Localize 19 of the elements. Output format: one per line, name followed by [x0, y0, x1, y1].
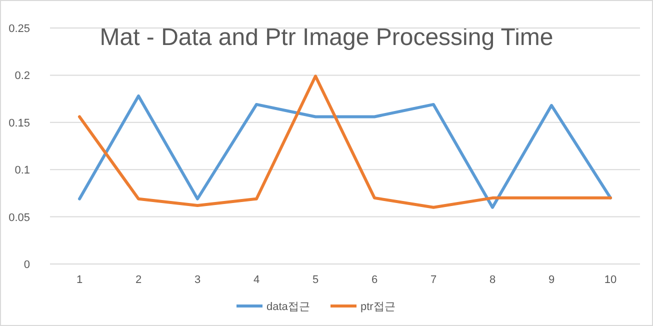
x-tick-label: 2 [135, 274, 142, 286]
x-tick-label: 10 [604, 274, 617, 286]
y-tick-label: 0.15 [8, 117, 30, 130]
x-tick-label: 1 [76, 274, 83, 286]
y-tick-label: 0.2 [14, 70, 30, 82]
x-tick-label: 6 [371, 274, 378, 286]
x-tick-label: 5 [312, 274, 319, 286]
x-tick-label: 8 [489, 274, 496, 286]
x-tick-label: 4 [253, 274, 260, 286]
legend-label: data접근 [266, 301, 310, 313]
chart-title: Mat - Data and Ptr Image Processing Time [100, 24, 554, 51]
y-tick-label: 0 [24, 259, 30, 271]
x-tick-label: 9 [548, 274, 555, 286]
legend-label: ptr접근 [360, 301, 396, 313]
y-tick-label: 0.05 [8, 212, 30, 224]
y-tick-label: 0.25 [8, 23, 30, 35]
y-tick-label: 0.1 [14, 164, 30, 177]
x-tick-label: 3 [194, 274, 201, 286]
x-tick-label: 7 [430, 274, 437, 286]
